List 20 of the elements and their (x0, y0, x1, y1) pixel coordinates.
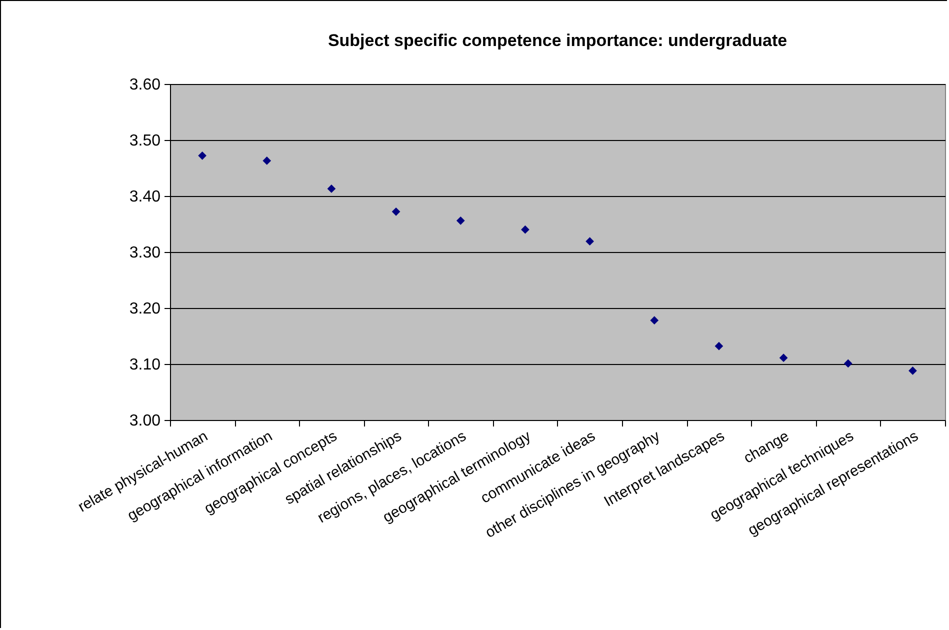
point (392, 207, 400, 216)
y-tick-label: 3.60 (129, 76, 161, 94)
y-tick-label: 3.00 (129, 412, 161, 430)
point (844, 359, 852, 368)
point (198, 151, 206, 160)
y-tick-label: 3.50 (129, 132, 161, 150)
point (521, 225, 530, 234)
point (262, 156, 272, 165)
point (586, 237, 594, 246)
y-tick-label: 3.30 (129, 244, 161, 262)
y-tick-label: 3.40 (129, 188, 161, 206)
point (714, 342, 724, 350)
point (327, 184, 336, 193)
chart-title: Subject specific competence importance: undergraduate (328, 31, 788, 50)
y-tick-label: 3.10 (129, 356, 161, 374)
y-tick-label: 3.20 (129, 300, 161, 318)
point (456, 216, 465, 225)
point (779, 354, 788, 362)
point (650, 316, 659, 325)
point (908, 366, 917, 375)
